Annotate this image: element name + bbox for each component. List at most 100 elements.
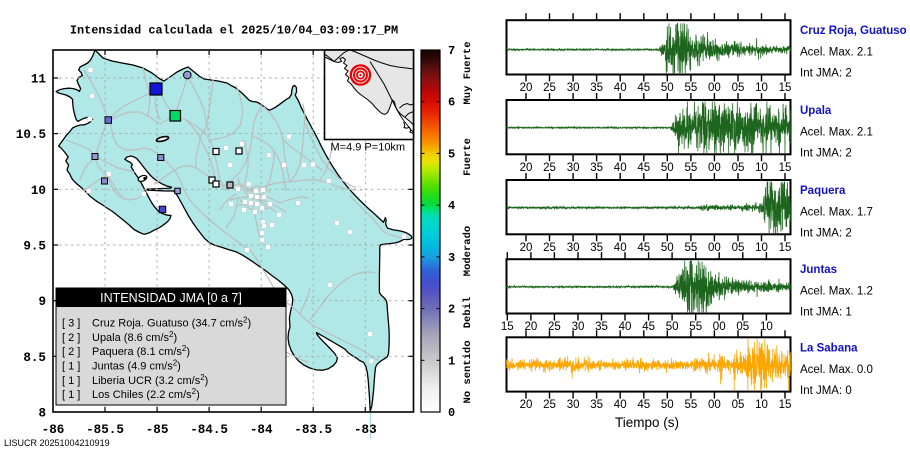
- svg-text:10: 10: [755, 82, 768, 94]
- svg-text:Cruz Roja. Guatuso (34.7 cm/s2: Cruz Roja. Guatuso (34.7 cm/s2): [92, 316, 251, 330]
- svg-text:Int JMA: 2: Int JMA: 2: [800, 68, 852, 80]
- svg-text:-84: -84: [250, 423, 273, 437]
- svg-text:Paquera: Paquera: [800, 185, 846, 197]
- svg-text:Fuerte: Fuerte: [462, 138, 474, 176]
- svg-text:05: 05: [732, 162, 745, 174]
- svg-text:45: 45: [637, 82, 650, 94]
- svg-text:-86: -86: [42, 423, 65, 437]
- svg-text:15: 15: [779, 82, 792, 94]
- svg-text:Acel. Max. 1.2: Acel. Max. 1.2: [800, 286, 873, 298]
- svg-text:15: 15: [779, 242, 792, 254]
- svg-text:55: 55: [685, 399, 698, 411]
- svg-text:Acel. Max. 1.7: Acel. Max. 1.7: [800, 207, 873, 219]
- svg-text:05: 05: [732, 242, 745, 254]
- svg-text:LISUCR 20251004210919: LISUCR 20251004210919: [4, 438, 110, 448]
- svg-text:Muy Fuerte: Muy Fuerte: [462, 41, 474, 104]
- svg-text:4: 4: [448, 199, 455, 213]
- svg-text:[ 1 ]: [ 1 ]: [62, 361, 80, 373]
- svg-text:00: 00: [708, 162, 721, 174]
- svg-text:25: 25: [543, 162, 556, 174]
- svg-text:Int JMA: 2: Int JMA: 2: [800, 228, 852, 240]
- svg-text:-83: -83: [354, 423, 377, 437]
- svg-text:30: 30: [567, 399, 580, 411]
- svg-text:9.5: 9.5: [23, 240, 46, 254]
- svg-text:[ 2 ]: [ 2 ]: [62, 332, 80, 344]
- svg-text:-85: -85: [146, 423, 169, 437]
- svg-text:30: 30: [572, 321, 585, 333]
- svg-text:35: 35: [590, 82, 603, 94]
- svg-text:No sentido: No sentido: [462, 340, 474, 403]
- svg-text:INTENSIDAD JMA [0 a 7]: INTENSIDAD JMA [0 a 7]: [100, 291, 242, 305]
- svg-text:9: 9: [38, 295, 46, 309]
- svg-text:-85.5: -85.5: [86, 423, 124, 437]
- svg-text:25: 25: [543, 242, 556, 254]
- svg-text:10: 10: [760, 321, 773, 333]
- svg-text:Acel. Max. 0.0: Acel. Max. 0.0: [800, 364, 873, 376]
- svg-text:10: 10: [31, 184, 46, 198]
- svg-text:6: 6: [448, 96, 455, 110]
- svg-text:7: 7: [448, 44, 455, 58]
- svg-text:M=4.9 P=10km: M=4.9 P=10km: [331, 142, 406, 154]
- svg-text:35: 35: [590, 162, 603, 174]
- svg-text:50: 50: [666, 321, 679, 333]
- svg-text:05: 05: [736, 321, 749, 333]
- svg-text:55: 55: [685, 82, 698, 94]
- svg-text:20: 20: [520, 82, 533, 94]
- svg-text:11: 11: [31, 73, 47, 87]
- svg-text:Int JMA: 2: Int JMA: 2: [800, 148, 852, 160]
- svg-text:40: 40: [619, 321, 632, 333]
- svg-text:05: 05: [732, 82, 745, 94]
- svg-text:25: 25: [543, 399, 556, 411]
- svg-text:20: 20: [520, 162, 533, 174]
- svg-text:35: 35: [590, 242, 603, 254]
- svg-text:-83.5: -83.5: [294, 423, 332, 437]
- svg-text:50: 50: [661, 162, 674, 174]
- svg-text:-84.5: -84.5: [190, 423, 228, 437]
- svg-text:20: 20: [525, 321, 538, 333]
- svg-text:05: 05: [732, 399, 745, 411]
- svg-text:5: 5: [448, 147, 455, 161]
- svg-text:Juntas: Juntas: [800, 264, 837, 276]
- svg-text:25: 25: [548, 321, 561, 333]
- svg-text:[ 3 ]: [ 3 ]: [62, 318, 80, 330]
- svg-text:Upala: Upala: [800, 105, 832, 117]
- svg-text:Juntas (4.9 cm/s2): Juntas (4.9 cm/s2): [92, 359, 181, 373]
- svg-text:8: 8: [38, 407, 46, 421]
- svg-text:10.5: 10.5: [16, 128, 46, 142]
- svg-text:Int JMA: 1: Int JMA: 1: [800, 307, 852, 319]
- svg-text:10: 10: [755, 242, 768, 254]
- svg-text:Los Chiles (2.2 cm/s2): Los Chiles (2.2 cm/s2): [92, 387, 200, 401]
- svg-text:40: 40: [614, 399, 627, 411]
- svg-text:35: 35: [590, 399, 603, 411]
- svg-text:15: 15: [779, 399, 792, 411]
- svg-text:Tiempo (s): Tiempo (s): [615, 415, 679, 430]
- svg-text:Cruz Roja, Guatuso: Cruz Roja, Guatuso: [800, 25, 907, 37]
- svg-text:55: 55: [689, 321, 702, 333]
- svg-text:00: 00: [713, 321, 726, 333]
- svg-text:2: 2: [448, 303, 455, 317]
- svg-text:Acel. Max. 2.1: Acel. Max. 2.1: [800, 47, 873, 59]
- svg-text:8.5: 8.5: [23, 351, 46, 365]
- svg-text:55: 55: [685, 242, 698, 254]
- svg-text:40: 40: [614, 162, 627, 174]
- svg-text:15: 15: [779, 162, 792, 174]
- svg-text:50: 50: [661, 242, 674, 254]
- svg-text:[ 1 ]: [ 1 ]: [62, 375, 80, 387]
- svg-text:45: 45: [637, 242, 650, 254]
- svg-text:Moderado: Moderado: [462, 226, 474, 276]
- svg-text:45: 45: [637, 162, 650, 174]
- svg-text:30: 30: [567, 162, 580, 174]
- svg-text:[ 1 ]: [ 1 ]: [62, 389, 80, 401]
- svg-text:Debil: Debil: [462, 297, 474, 329]
- svg-text:45: 45: [637, 399, 650, 411]
- svg-text:25: 25: [543, 82, 556, 94]
- svg-text:[ 2 ]: [ 2 ]: [62, 346, 80, 358]
- svg-text:10: 10: [755, 399, 768, 411]
- svg-text:Intensidad calculada el 2025/1: Intensidad calculada el 2025/10/04_03:09…: [70, 24, 398, 38]
- svg-text:00: 00: [708, 399, 721, 411]
- svg-text:40: 40: [614, 82, 627, 94]
- svg-text:55: 55: [685, 162, 698, 174]
- svg-text:30: 30: [567, 242, 580, 254]
- svg-text:00: 00: [708, 242, 721, 254]
- svg-text:40: 40: [614, 242, 627, 254]
